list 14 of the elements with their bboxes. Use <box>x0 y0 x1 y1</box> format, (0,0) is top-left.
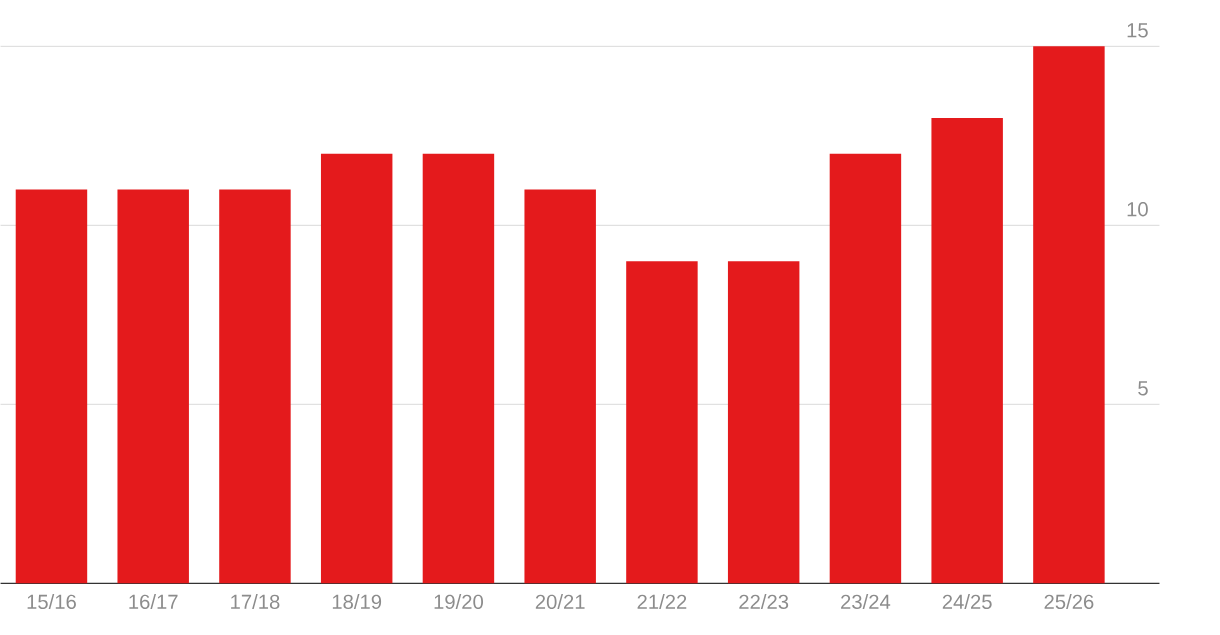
x-tick-label: 19/20 <box>434 593 484 609</box>
x-tick-label: 21/22 <box>637 593 687 609</box>
x-tick-label: 20/21 <box>535 593 585 609</box>
x-tick-label: 18/19 <box>332 593 382 609</box>
x-tick-label: 23/24 <box>841 593 891 609</box>
x-tick-label: 15/16 <box>27 593 76 609</box>
x-tick-label: 24/25 <box>942 593 992 609</box>
y-tick-label: 5 <box>1138 381 1148 396</box>
x-tick-label: 16/17 <box>129 593 178 609</box>
y-tick-label: 10 <box>1127 201 1148 217</box>
x-tick-label: 25/26 <box>1044 593 1094 609</box>
x-tick-label: 22/23 <box>739 593 789 609</box>
y-tick-label: 15 <box>1127 23 1148 38</box>
x-tick-label: 17/18 <box>231 593 280 609</box>
